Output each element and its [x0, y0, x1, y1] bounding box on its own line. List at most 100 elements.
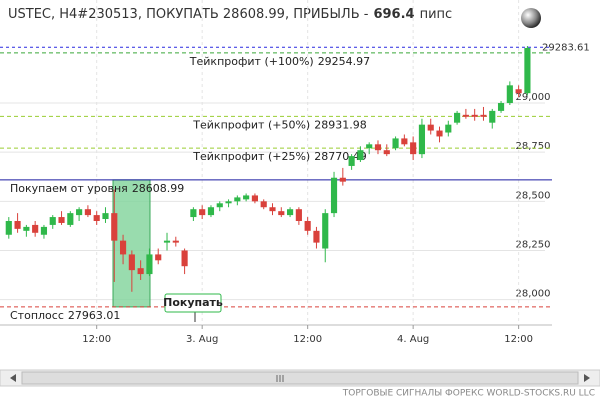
candle-body: [287, 209, 294, 216]
candle-body: [225, 201, 232, 204]
x-tick-label: 4. Aug: [397, 334, 429, 345]
candle-body: [506, 85, 513, 104]
level-value: 28608.99: [132, 182, 185, 195]
x-tick-label: 12:00: [293, 334, 322, 345]
candle-body: [313, 230, 320, 243]
candle-body: [445, 124, 452, 133]
candle-body: [93, 215, 100, 221]
candle-body: [401, 138, 408, 145]
candle-body: [322, 213, 329, 249]
signal-label: Покупать: [163, 296, 223, 309]
candle-body: [14, 220, 21, 229]
candle-body: [489, 110, 496, 123]
footer: ТОРГОВЫЕ СИГНАЛЫ ФОРЕКС WORLD-STOCKS.RU …: [342, 389, 595, 399]
candle-body: [357, 150, 364, 161]
scroll-left[interactable]: [10, 374, 16, 382]
candle-body: [137, 268, 144, 275]
x-tick-label: 12:00: [82, 334, 111, 345]
level-name: Покупаем от уровня: [10, 182, 128, 195]
candle-body: [234, 197, 241, 202]
level-name: Тейкпрофит (+25%): [192, 150, 310, 163]
level-name: Тейкпрофит (+100%): [189, 55, 314, 68]
stop-loss-label: Стоплосс 27963.01: [10, 309, 120, 322]
candle-body: [260, 201, 267, 208]
y-tick-label: 29,000: [516, 92, 551, 103]
candle-body: [454, 112, 461, 123]
chart-title: USTEC, H4#230513, ПОКУПАТЬ 28608.99, ПРИ…: [8, 7, 452, 22]
take-profit-label: Тейкпрофит (+100%) 29254.97: [189, 55, 370, 68]
candle-body: [76, 209, 83, 216]
candle-body: [155, 254, 162, 261]
candle-body: [119, 240, 127, 255]
level-value: 29254.97: [318, 55, 371, 68]
level-name: Тейкпрофит (+50%): [192, 118, 310, 131]
candle-body: [480, 114, 487, 117]
candle-body: [23, 226, 30, 231]
profit-unit: пипс: [420, 7, 453, 22]
scroll-right[interactable]: [584, 374, 590, 382]
y-tick-label: 28,750: [516, 141, 551, 152]
candle-body: [102, 213, 109, 220]
candle-body: [181, 250, 188, 267]
candle-body: [49, 217, 56, 225]
candle-body: [190, 209, 197, 218]
globe-icon[interactable]: [521, 8, 541, 28]
candle-body: [304, 220, 311, 231]
current-price-label: 29283.61: [542, 42, 590, 53]
candle-body: [462, 114, 469, 117]
candle-body: [243, 195, 250, 200]
candle-body: [146, 254, 153, 275]
candle-body: [216, 203, 223, 208]
candle-body: [497, 103, 505, 111]
candle-body: [111, 213, 118, 241]
candle-body: [524, 47, 531, 94]
candle-body: [348, 156, 355, 166]
entry-label: Покупаем от уровня 28608.99: [10, 182, 184, 195]
y-tick-label: 28,250: [516, 239, 551, 250]
profit: 696.4: [373, 7, 414, 22]
candle-body: [199, 209, 206, 216]
candle-body: [58, 217, 65, 223]
candle-body: [366, 144, 373, 149]
candle-body: [392, 138, 399, 149]
candle-body: [163, 240, 171, 243]
title-text: USTEC, H4#230513, ПОКУПАТЬ 28608.99, ПРИ…: [8, 7, 369, 22]
candle-body: [278, 211, 285, 216]
candle-body: [383, 150, 390, 155]
candle-body: [330, 177, 338, 214]
take-profit-label: Тейкпрофит (+25%) 28770.49: [192, 150, 366, 163]
level-value: 28931.98: [314, 118, 367, 131]
candle-body: [339, 177, 346, 182]
candle-body: [172, 240, 179, 243]
candle-body: [67, 213, 74, 225]
candle-body: [5, 220, 12, 235]
candle-body: [295, 209, 302, 221]
x-tick-label: 3. Aug: [186, 334, 218, 345]
candle-body: [84, 209, 91, 216]
candle-body: [207, 207, 215, 216]
scroll-grip: [276, 375, 284, 382]
y-tick-label: 28,500: [516, 190, 551, 201]
candle-body: [374, 144, 382, 151]
candle-body: [410, 142, 417, 155]
level-value: 27963.01: [68, 309, 121, 322]
candle-body: [427, 124, 434, 131]
signal-box: [164, 293, 222, 313]
candle-body: [515, 89, 522, 94]
candle-body: [436, 130, 443, 137]
scroll-handle[interactable]: [21, 371, 579, 385]
candle-body: [32, 224, 39, 233]
candle-body: [40, 226, 48, 235]
level-name: Стоплосс: [10, 309, 64, 322]
y-tick-label: 28,000: [516, 289, 551, 300]
scrollbar[interactable]: [0, 369, 600, 387]
x-tick-label: 12:00: [504, 334, 533, 345]
candle-body: [471, 114, 478, 117]
take-profit-label: Тейкпрофит (+50%) 28931.98: [192, 118, 366, 131]
candle-body: [128, 254, 135, 271]
candle-body: [418, 124, 426, 155]
candle-body: [269, 207, 276, 212]
